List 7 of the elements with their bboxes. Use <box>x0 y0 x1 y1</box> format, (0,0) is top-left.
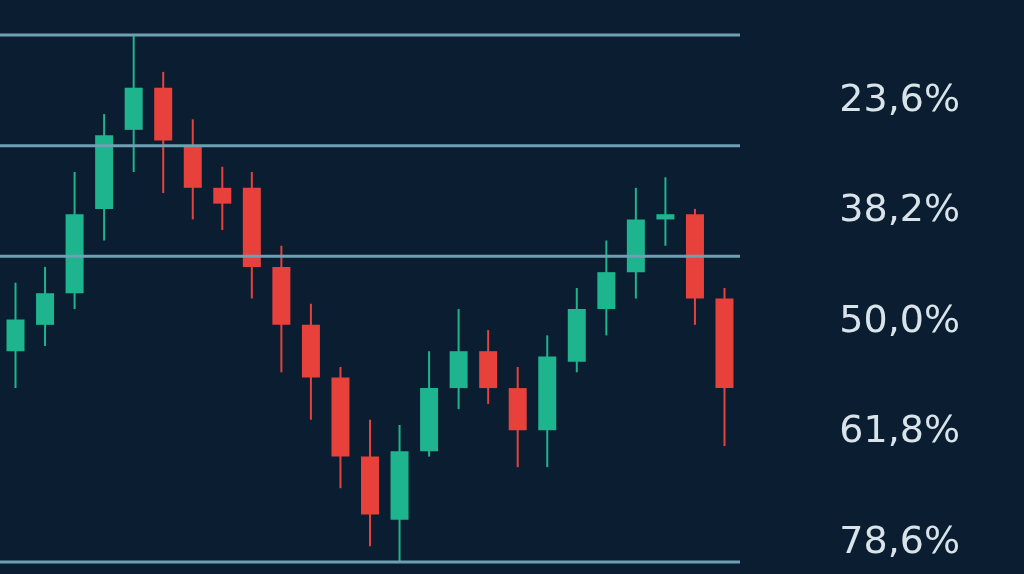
text: 38,2% <box>839 186 960 231</box>
candlestick <box>213 165 232 231</box>
candlestick <box>656 176 675 247</box>
text: 61,8% <box>839 407 960 452</box>
text: 50,0% <box>839 296 960 341</box>
text: 78,6% <box>839 517 960 562</box>
text: 23,6% <box>839 76 960 120</box>
